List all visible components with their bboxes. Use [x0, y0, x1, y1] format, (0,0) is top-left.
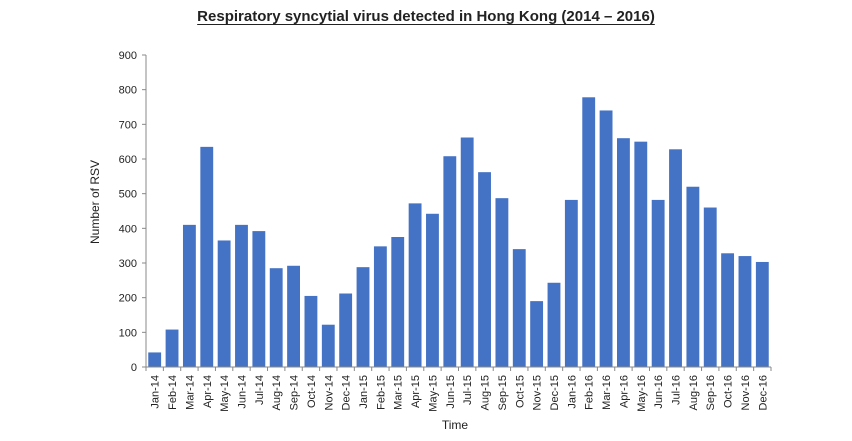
x-tick-label: Oct-15 — [514, 375, 526, 408]
bar-jun-14 — [235, 224, 248, 367]
x-tick-label: Apr-14 — [202, 375, 214, 408]
bar-feb-14 — [165, 329, 179, 367]
bar-mar-14 — [182, 224, 196, 367]
x-tick-label: Apr-16 — [618, 375, 630, 408]
x-tick-label: Nov-14 — [323, 375, 335, 410]
x-tick-label: Aug-14 — [271, 375, 283, 410]
x-tick-label: Oct-14 — [306, 375, 318, 408]
bar-dec-15 — [547, 282, 561, 367]
x-tick-label: Jan-15 — [358, 375, 370, 409]
bar-mar-15 — [391, 237, 405, 367]
bar-apr-14 — [200, 146, 214, 367]
x-tick-label: Sep-15 — [497, 375, 509, 410]
x-tick-label: Nov-16 — [740, 375, 752, 410]
x-tick-label: Sep-14 — [289, 375, 301, 410]
bar-may-16 — [634, 141, 648, 367]
x-axis-title: Time — [442, 418, 469, 432]
x-tick-label: Nov-15 — [532, 375, 544, 410]
y-tick-label: 700 — [119, 119, 137, 131]
bar-jun-16 — [651, 199, 665, 367]
x-tick-label: Dec-15 — [549, 375, 561, 410]
y-tick-label: 900 — [119, 50, 137, 62]
y-axis: 0 100 200 300 400 500 600 700 800 900 — [119, 50, 147, 374]
y-tick-label: 100 — [119, 327, 137, 339]
bars — [148, 97, 769, 367]
x-tick-label: Apr-15 — [410, 375, 422, 408]
x-tick-label: Feb-14 — [167, 375, 179, 410]
bar-jun-15 — [443, 156, 457, 367]
bar-aug-14 — [269, 268, 283, 367]
x-tick-label: Jul-14 — [254, 375, 266, 405]
x-tick-label: Dec-14 — [341, 375, 353, 410]
x-tick-label: Jan-14 — [150, 375, 162, 409]
x-tick-label: Oct-16 — [723, 375, 735, 408]
bar-nov-15 — [530, 301, 544, 367]
bar-nov-14 — [321, 324, 335, 367]
x-tick-label: Aug-16 — [688, 375, 700, 410]
x-tick-label: Dec-16 — [757, 375, 769, 410]
bar-sep-15 — [495, 198, 509, 367]
bar-may-15 — [426, 213, 439, 367]
bar-apr-16 — [617, 138, 630, 367]
bar-oct-16 — [721, 253, 735, 367]
bar-aug-15 — [478, 172, 491, 367]
bar-sep-16 — [703, 207, 717, 367]
y-tick-label: 600 — [119, 154, 137, 166]
y-tick-label: 400 — [119, 223, 137, 235]
y-tick-label: 300 — [119, 258, 137, 270]
bar-dec-14 — [339, 293, 353, 367]
x-tick-label: Aug-15 — [480, 375, 492, 410]
x-tick-label: Jul-15 — [462, 375, 474, 405]
bar-aug-16 — [686, 186, 700, 367]
y-axis-title: Number of RSV — [88, 160, 102, 244]
chart-title: Respiratory syncytial virus detected in … — [197, 8, 655, 25]
bar-jul-15 — [460, 137, 474, 367]
bar-nov-16 — [738, 256, 752, 367]
y-tick-label: 800 — [119, 85, 137, 97]
bar-oct-15 — [512, 249, 526, 367]
bar-dec-16 — [755, 261, 769, 367]
x-tick-label: Feb-15 — [375, 375, 387, 410]
bar-oct-14 — [304, 295, 318, 367]
bar-jan-15 — [356, 267, 370, 367]
x-tick-label: Mar-14 — [184, 375, 196, 410]
x-tick-label: Mar-15 — [393, 375, 405, 410]
x-tick-label: May-14 — [219, 375, 231, 412]
bar-feb-16 — [582, 97, 596, 367]
bar-apr-15 — [408, 203, 422, 367]
x-tick-label: Jun-15 — [445, 375, 457, 409]
x-tick-label: May-15 — [427, 375, 439, 412]
x-tick-label: May-16 — [636, 375, 648, 412]
bar-jul-16 — [669, 149, 682, 367]
x-tick-label: Feb-16 — [584, 375, 596, 410]
bar-sep-14 — [287, 265, 300, 367]
y-tick-label: 200 — [119, 293, 137, 305]
y-tick-label: 500 — [119, 189, 137, 201]
bar-jan-16 — [564, 199, 578, 367]
bar-jan-14 — [148, 352, 162, 367]
x-tick-label: Jun-16 — [653, 375, 665, 409]
x-tick-label: Sep-16 — [705, 375, 717, 410]
bar-may-14 — [217, 240, 231, 367]
bar-jul-14 — [252, 231, 266, 367]
x-tick-label: Jun-14 — [236, 375, 248, 409]
bar-feb-15 — [373, 246, 387, 367]
x-tick-label: Jan-16 — [566, 375, 578, 409]
bar-mar-16 — [599, 110, 613, 367]
x-axis: Jan-14 Feb-14 Mar-14 Apr-14 May-14 Jun-14 Jul-… — [145, 366, 772, 412]
x-tick-label: Mar-16 — [601, 375, 613, 410]
y-tick-label: 0 — [131, 362, 137, 374]
x-tick-label: Jul-16 — [671, 375, 683, 405]
